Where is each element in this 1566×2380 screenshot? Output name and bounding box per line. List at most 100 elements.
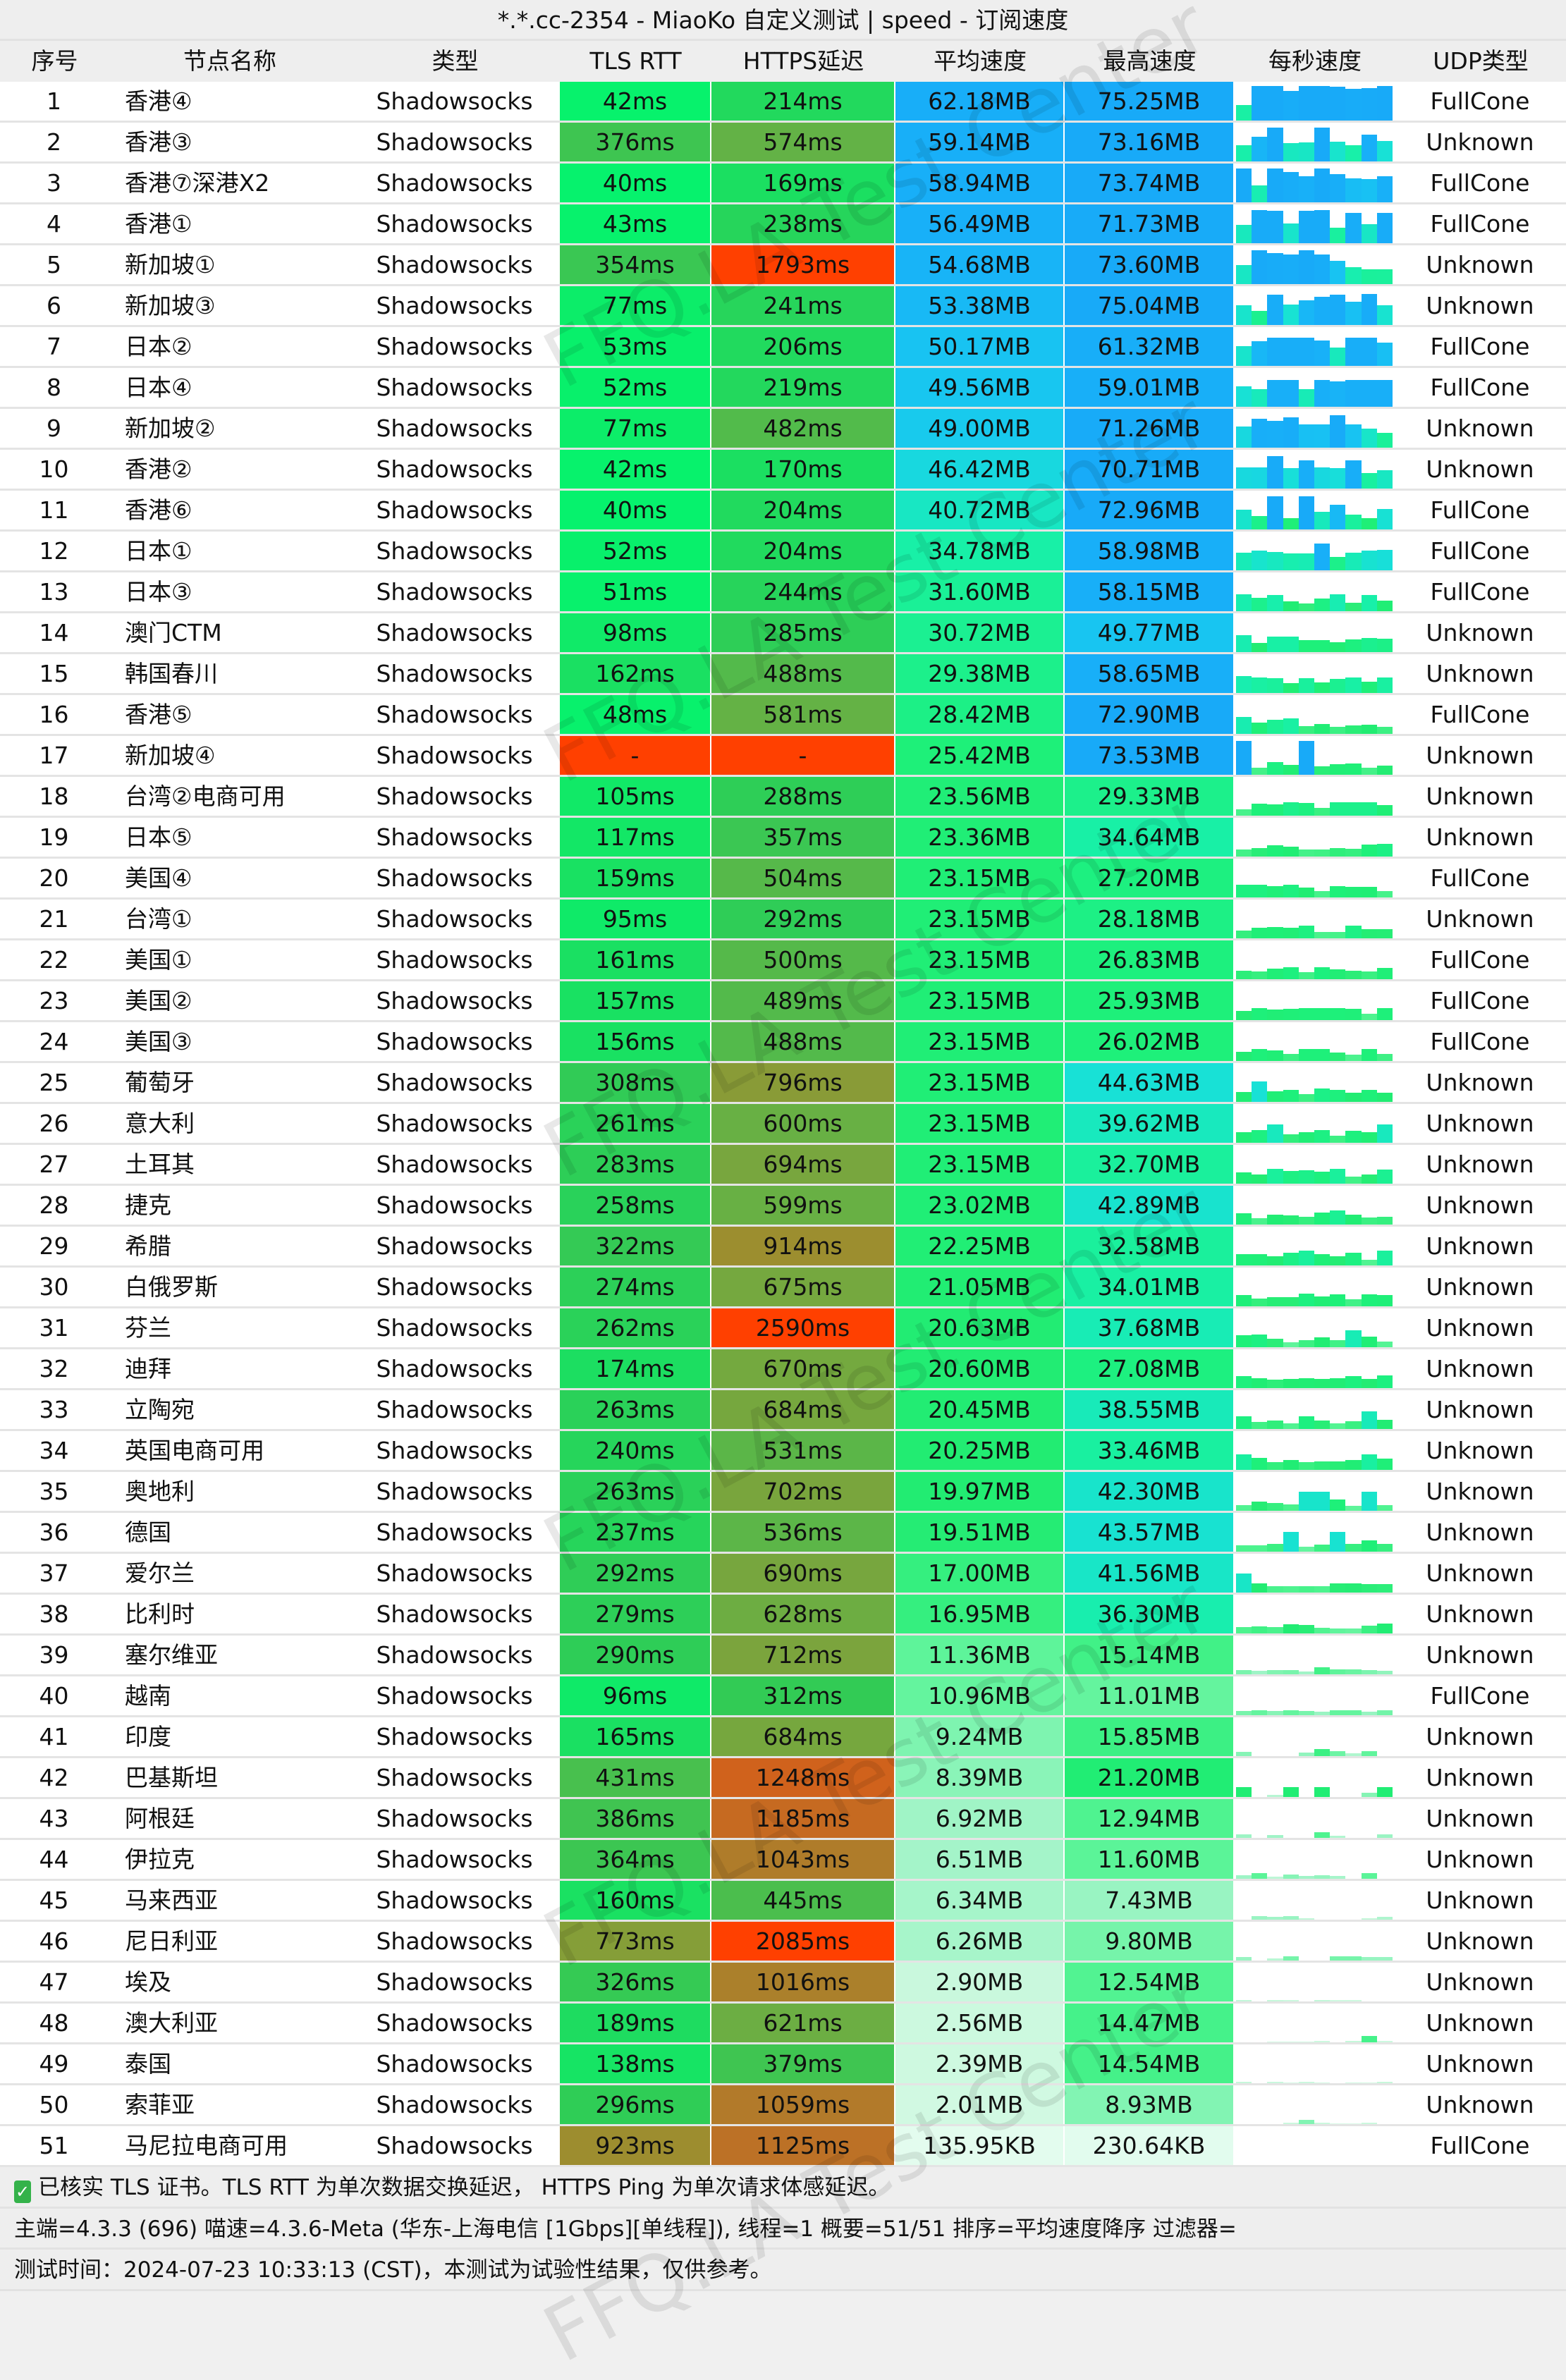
speed-bar [1283, 928, 1299, 938]
node-name: 新加坡③ [109, 286, 350, 325]
table-row: 5 新加坡① Shadowsocks 354ms 1793ms 54.68MB 73.60M… [0, 245, 1566, 286]
speed-bar [1345, 2082, 1362, 2083]
speed-bar [1330, 2123, 1346, 2124]
col-max-speed-header[interactable]: 最高速度 [1103, 47, 1197, 75]
https-latency: 488ms [711, 1022, 895, 1061]
https-latency: 170ms [711, 450, 895, 489]
speed-bar [1376, 1342, 1393, 1347]
speed-bar [1283, 1134, 1299, 1143]
table-row: 41 印度 Shadowsocks 165ms 684ms 9.24MB 15.85MB Un… [0, 1717, 1566, 1758]
max-speed: 11.01MB [1065, 1676, 1235, 1715]
node-type: Shadowsocks [350, 1390, 560, 1429]
col-https-latency-header[interactable]: HTTPS延迟 [742, 47, 864, 75]
speed-bar [1361, 595, 1377, 611]
node-type: Shadowsocks [350, 981, 560, 1020]
tls-rtt: 165ms [560, 1717, 711, 1756]
node-name: 澳门CTM [109, 613, 350, 652]
node-type: Shadowsocks [350, 1840, 560, 1879]
node-type: Shadowsocks [350, 82, 560, 121]
speed-bar [1361, 1379, 1377, 1388]
speed-bar [1314, 424, 1331, 448]
speed-bar [1252, 1130, 1268, 1143]
speed-bar [1298, 603, 1315, 611]
speed-bar [1298, 678, 1315, 693]
speed-bar [1376, 509, 1393, 529]
node-name: 巴基斯坦 [109, 1758, 350, 1797]
speed-bar [1376, 2041, 1393, 2042]
speed-bar [1236, 1670, 1252, 1674]
speed-bar [1361, 1014, 1377, 1020]
speed-bar [1267, 1124, 1283, 1143]
speed-bar [1361, 1132, 1377, 1143]
speed-bar [1298, 176, 1315, 202]
per-second-speed-chart [1235, 2044, 1395, 2083]
row-index: 36 [0, 1513, 109, 1552]
speed-bar [1252, 885, 1268, 897]
speed-bar [1298, 338, 1315, 366]
speed-bar [1361, 1174, 1377, 1184]
table-row: 27 土耳其 Shadowsocks 283ms 694ms 23.15MB 32.70MB… [0, 1145, 1566, 1186]
speed-bar [1252, 137, 1268, 161]
speed-bar [1330, 1090, 1346, 1102]
tls-rtt: 308ms [560, 1063, 711, 1102]
max-speed: 72.96MB [1065, 491, 1235, 529]
speed-bar [1330, 764, 1346, 775]
speed-bar [1298, 1170, 1315, 1184]
avg-speed: 20.25MB [895, 1431, 1065, 1470]
speed-bar [1267, 1010, 1283, 1020]
speed-bar [1267, 1421, 1283, 1429]
table-row: 51 马尼拉电商可用 Shadowsocks 923ms 1125ms 135.95KB 2… [0, 2126, 1566, 2167]
table-row: 23 美国② Shadowsocks 157ms 489ms 23.15MB 25.93MB… [0, 981, 1566, 1022]
avg-speed: 6.92MB [895, 1799, 1065, 1838]
per-second-speed-chart [1235, 245, 1395, 284]
avg-speed: 31.60MB [895, 572, 1065, 611]
speed-bar [1345, 1055, 1362, 1061]
per-second-speed-chart [1235, 1145, 1395, 1184]
speed-bar [1361, 971, 1377, 979]
col-tls-rtt-header[interactable]: TLS RTT [589, 47, 682, 75]
speed-bar [1298, 1625, 1315, 1633]
tls-rtt: 174ms [560, 1349, 711, 1388]
max-speed: 39.62MB [1065, 1104, 1235, 1143]
speed-bar [1314, 1712, 1331, 1715]
node-name: 塞尔维亚 [109, 1636, 350, 1674]
speed-bar [1298, 496, 1315, 529]
speed-bar [1283, 1423, 1299, 1429]
col-index-header[interactable]: 序号 [31, 47, 78, 75]
col-udp-type-header[interactable]: UDP类型 [1433, 47, 1529, 75]
window-title: *.*.cc-2354 - MiaoKo 自定义测试 | speed - 订阅速… [0, 0, 1566, 41]
per-second-speed-chart [1235, 1390, 1395, 1429]
max-speed: 71.73MB [1065, 204, 1235, 243]
col-type-header[interactable]: 类型 [432, 47, 479, 75]
speed-bar [1236, 553, 1252, 570]
speed-bar [1345, 1253, 1362, 1265]
per-second-speed-chart [1235, 1963, 1395, 2001]
col-avg-speed-header[interactable]: 平均速度 [934, 47, 1027, 75]
tls-rtt: 95ms [560, 900, 711, 938]
speed-bar [1314, 932, 1331, 938]
speed-bar [1345, 89, 1362, 121]
table-row: 17 新加坡④ Shadowsocks - -25.42MB 73.53MB Unknown [0, 736, 1566, 777]
node-type: Shadowsocks [350, 2004, 560, 2042]
node-name: 土耳其 [109, 1145, 350, 1184]
speed-bar [1267, 552, 1283, 570]
udp-type: FullCone [1395, 164, 1566, 202]
node-name: 香港⑤ [109, 695, 350, 734]
col-node-name-header[interactable]: 节点名称 [183, 47, 276, 75]
speed-bar [1345, 763, 1362, 775]
tls-rtt: 48ms [560, 695, 711, 734]
avg-speed: 23.15MB [895, 900, 1065, 938]
tls-rtt: 773ms [560, 1922, 711, 1961]
row-index: 16 [0, 695, 109, 734]
table-row: 21 台湾① Shadowsocks 95ms 292ms 23.15MB 28.18MB U… [0, 900, 1566, 940]
speed-bar [1376, 380, 1393, 407]
per-second-speed-chart [1235, 368, 1395, 407]
tls-rtt: 77ms [560, 286, 711, 325]
speed-bar [1345, 887, 1362, 897]
col-per-second-speed-header[interactable]: 每秒速度 [1268, 47, 1362, 75]
avg-speed: 23.15MB [895, 1104, 1065, 1143]
speed-bar [1376, 1957, 1393, 1961]
speed-bar [1376, 1217, 1393, 1225]
speed-bar [1283, 1090, 1299, 1102]
per-second-speed-chart [1235, 1186, 1395, 1225]
